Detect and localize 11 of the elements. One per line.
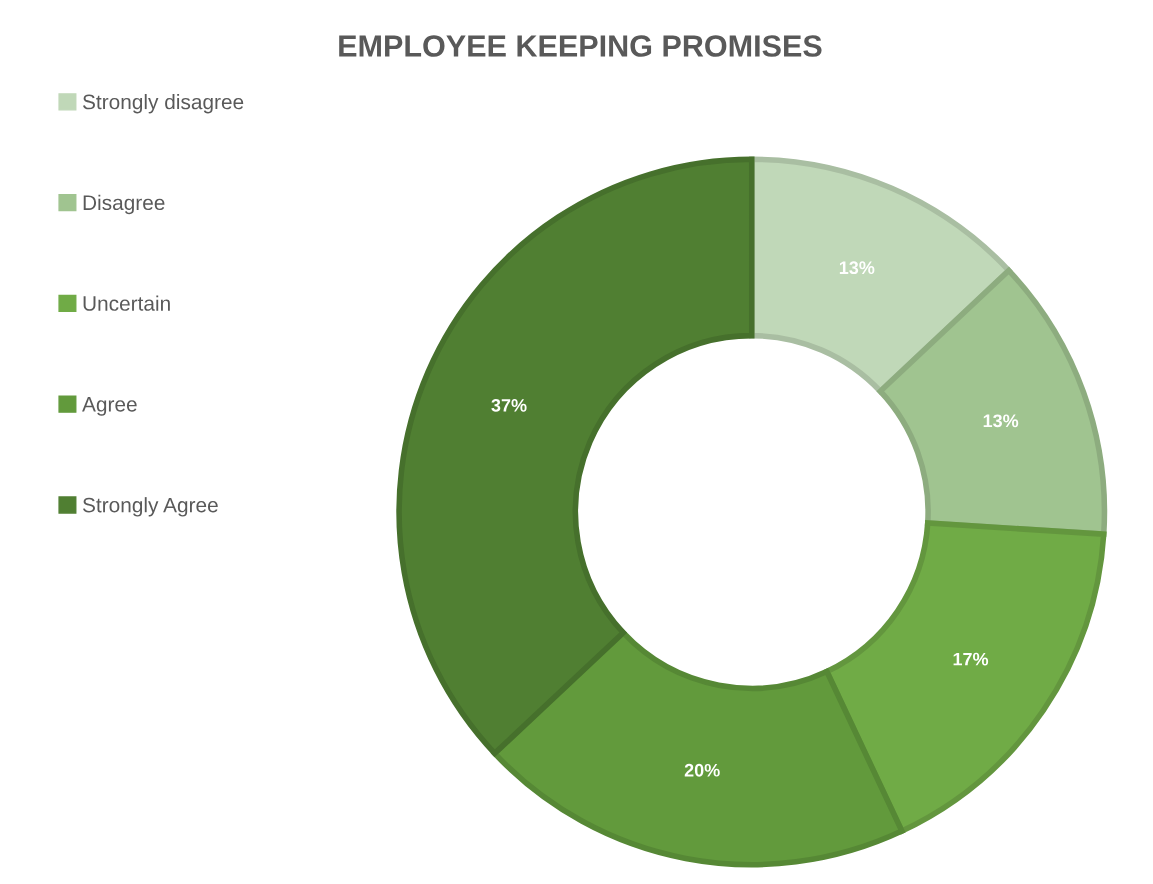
data-label: 17% [953,652,989,666]
legend-label: Strongly Agree [82,497,218,517]
data-label: 13% [839,261,875,275]
legend-label: Strongly disagree [82,94,244,114]
data-label: 13% [983,414,1019,428]
legend-label: Disagree [83,194,165,215]
legend-label: Agree [82,397,137,416]
data-label: 37% [491,398,527,412]
legend-label: Uncertain [83,295,170,311]
chart-title: EMPLOYEE KEEPING PROMISES [339,35,822,57]
data-label: 20% [684,763,720,777]
